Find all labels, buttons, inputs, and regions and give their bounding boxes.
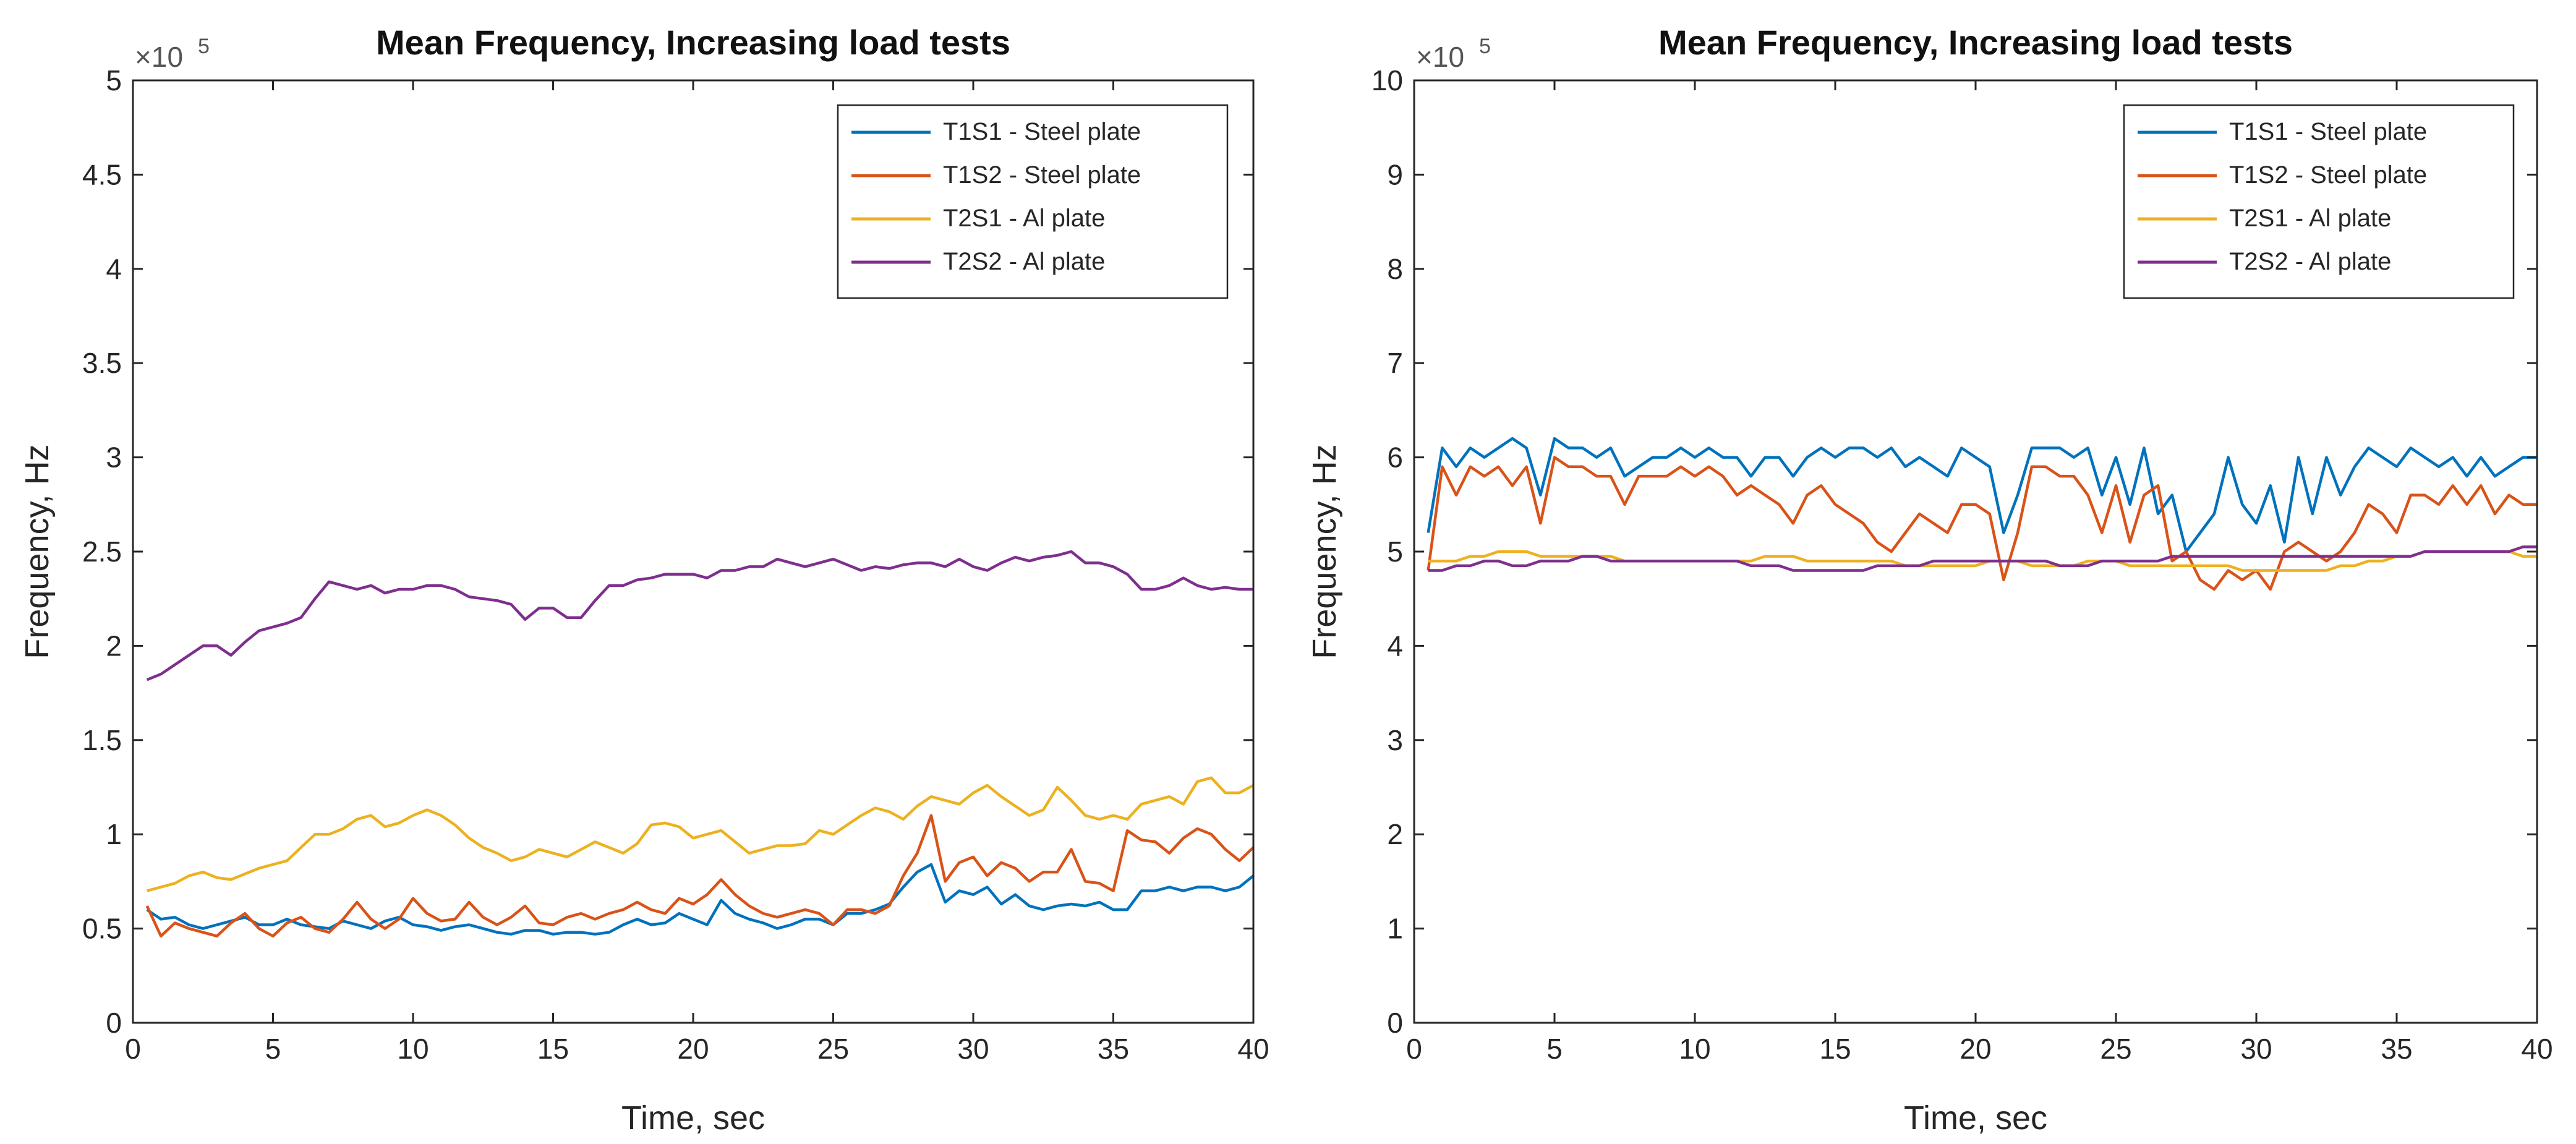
y-tick-label: 4 bbox=[106, 253, 122, 285]
x-tick-label: 15 bbox=[537, 1033, 569, 1065]
exponent-label: ×10 5 bbox=[1416, 35, 1491, 73]
x-tick-label: 20 bbox=[677, 1033, 709, 1065]
legend-label: T2S1 - Al plate bbox=[2229, 205, 2391, 232]
series-line-3 bbox=[147, 776, 1255, 892]
x-tick-label: 15 bbox=[1819, 1033, 1851, 1065]
x-tick-label: 35 bbox=[2381, 1033, 2412, 1065]
series-line-4 bbox=[1428, 545, 2537, 572]
x-tick-label: 30 bbox=[2240, 1033, 2272, 1065]
y-tick-label: 10 bbox=[1371, 64, 1403, 96]
y-tick-label: 0 bbox=[106, 1007, 122, 1039]
exponent-power: 5 bbox=[1479, 35, 1491, 58]
x-tick-label: 40 bbox=[1237, 1033, 1269, 1065]
x-axis-label: Time, sec bbox=[1904, 1099, 2047, 1137]
y-tick-label: 2 bbox=[1387, 818, 1403, 850]
y-tick-label: 0 bbox=[1387, 1007, 1403, 1039]
x-tick-label: 40 bbox=[2521, 1033, 2553, 1065]
legend-label: T2S2 - Al plate bbox=[943, 248, 1105, 275]
y-tick-label: 8 bbox=[1387, 253, 1403, 285]
x-tick-label: 25 bbox=[2100, 1033, 2131, 1065]
chart-right: Mean Frequency, Increasing load tests 0 5… bbox=[1306, 23, 2553, 1137]
legend-label: T1S1 - Steel plate bbox=[943, 118, 1141, 145]
x-tick-label: 20 bbox=[1960, 1033, 1991, 1065]
y-tick-label: 6 bbox=[1387, 442, 1403, 474]
x-tick-label: 35 bbox=[1098, 1033, 1129, 1065]
exponent-base: ×10 bbox=[135, 41, 183, 73]
y-tick-label: 1 bbox=[106, 818, 122, 850]
series-line-3 bbox=[1428, 550, 2537, 572]
y-axis-label: Frequency, Hz bbox=[1306, 444, 1343, 659]
x-tick-label: 10 bbox=[397, 1033, 429, 1065]
series-line-2 bbox=[1427, 456, 2537, 591]
legend-label: T2S2 - Al plate bbox=[2229, 248, 2391, 275]
y-tick-label: 1.5 bbox=[82, 724, 122, 756]
y-tick-label: 7 bbox=[1387, 347, 1403, 379]
x-tick-label: 25 bbox=[817, 1033, 849, 1065]
chart-left: Mean Frequency, Increasing load tests 0 5… bbox=[19, 23, 1269, 1137]
chart-title: Mean Frequency, Increasing load tests bbox=[376, 23, 1010, 62]
y-tick-label: 0.5 bbox=[82, 913, 122, 945]
x-tick-label: 10 bbox=[1679, 1033, 1710, 1065]
legend-label: T1S2 - Steel plate bbox=[943, 161, 1141, 189]
y-tick-label: 3 bbox=[106, 442, 122, 474]
legend-label: T1S1 - Steel plate bbox=[2229, 118, 2427, 145]
y-tick-label: 5 bbox=[106, 64, 122, 96]
x-tick-label: 0 bbox=[1406, 1033, 1422, 1065]
legend-label: T2S1 - Al plate bbox=[943, 205, 1105, 232]
legend: T1S1 - Steel plate T1S2 - Steel plate T2S1… bbox=[837, 104, 1229, 299]
x-tick-label: 5 bbox=[1546, 1033, 1563, 1065]
y-tick-label: 4 bbox=[1387, 630, 1403, 662]
legend-box bbox=[2123, 104, 2515, 299]
y-tick-label: 1 bbox=[1387, 913, 1403, 945]
series-line-2 bbox=[145, 814, 1255, 938]
legend-box bbox=[837, 104, 1229, 299]
legend: T1S1 - Steel plate T1S2 - Steel plate T2S1… bbox=[2123, 104, 2515, 299]
x-tick-label: 30 bbox=[957, 1033, 989, 1065]
x-axis-label: Time, sec bbox=[621, 1099, 765, 1137]
y-tick-label: 3.5 bbox=[82, 347, 122, 379]
x-tick-label: 0 bbox=[125, 1033, 141, 1065]
y-tick-label: 3 bbox=[1387, 724, 1403, 756]
exponent-base: ×10 bbox=[1416, 41, 1464, 73]
y-tick-label: 2.5 bbox=[82, 536, 122, 568]
y-tick-label: 2 bbox=[106, 630, 122, 662]
legend-label: T1S2 - Steel plate bbox=[2229, 161, 2427, 189]
y-axis-label: Frequency, Hz bbox=[19, 444, 56, 659]
series-line-1 bbox=[1427, 437, 2537, 553]
series-line-4 bbox=[146, 550, 1253, 681]
y-tick-label: 9 bbox=[1387, 158, 1403, 190]
exponent-label: ×10 5 bbox=[135, 35, 210, 73]
x-tick-label: 5 bbox=[265, 1033, 281, 1065]
series-line-1 bbox=[146, 863, 1255, 936]
exponent-power: 5 bbox=[198, 35, 210, 58]
chart-title: Mean Frequency, Increasing load tests bbox=[1658, 23, 2293, 62]
y-tick-label: 5 bbox=[1387, 536, 1403, 568]
y-tick-label: 4.5 bbox=[82, 158, 122, 190]
